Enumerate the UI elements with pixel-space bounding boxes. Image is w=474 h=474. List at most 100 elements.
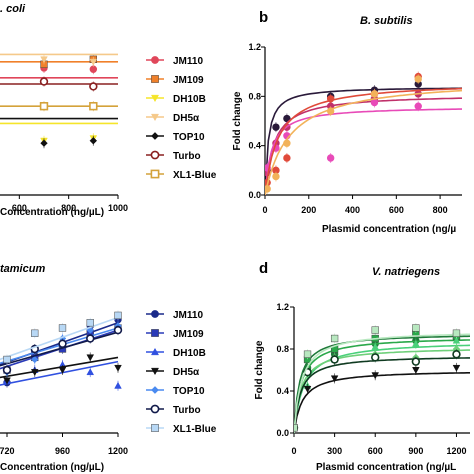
data-point: [411, 357, 421, 366]
x-tick-label: 600: [389, 205, 404, 215]
data-point: [40, 56, 48, 64]
data-point: [86, 354, 95, 362]
panel-b: 0 200 400 600 800 0.0 0.4 0.8 1.2 b B. subtilis Pla…: [232, 9, 463, 235]
data-point: [371, 353, 380, 362]
panel-title: B. subtilis: [360, 15, 413, 27]
legend-label: TOP10: [173, 132, 205, 143]
data-point: [452, 336, 461, 344]
panel-letter: d: [259, 260, 268, 277]
data-point: [89, 82, 98, 91]
legend-label: Turbo: [173, 151, 201, 162]
series-XL1-Blue: [0, 310, 122, 365]
x-axis-label: Concentration (ng/µL): [0, 462, 104, 473]
legend-marker: [151, 424, 159, 432]
legend-label: DH10B: [173, 348, 206, 359]
data-point: [31, 329, 39, 337]
data-point: [39, 102, 49, 111]
data-point: [58, 339, 67, 348]
data-point: [326, 95, 335, 103]
fit-curve: [265, 87, 463, 196]
legend-marker: [150, 169, 160, 179]
fit-curve: [265, 89, 463, 196]
data-point: [330, 355, 339, 364]
y-tick-label: 1.2: [276, 302, 289, 312]
legend-marker: [151, 310, 159, 318]
fit-curve: [294, 357, 470, 434]
fit-curve: [294, 333, 470, 434]
y-axis-label: Fold change: [232, 91, 243, 150]
x-axis-label: Plasmid concentration (ng/µ: [322, 224, 456, 235]
legend-label: JM109: [173, 75, 204, 86]
series-2: [265, 97, 462, 196]
x-tick-label: 600: [12, 203, 27, 213]
x-tick-label: 800: [61, 203, 76, 213]
x-tick-label: 1200: [108, 446, 128, 456]
data-point: [114, 364, 122, 372]
data-point: [412, 339, 420, 347]
data-point: [294, 424, 298, 432]
legend-marker: [151, 329, 159, 337]
x-tick-label: 800: [433, 205, 448, 215]
legend-label: DH5α: [173, 367, 200, 378]
legend-label: DH10B: [173, 94, 206, 105]
x-tick-label: 400: [345, 205, 360, 215]
y-tick-label: 0.4: [276, 386, 289, 396]
fit-line: [0, 356, 119, 379]
series-0: [294, 333, 471, 434]
data-point: [412, 324, 420, 332]
data-point: [452, 350, 461, 359]
data-point: [452, 329, 461, 337]
x-tick-label: 600: [368, 446, 383, 456]
legend-label: DH5α: [173, 113, 200, 124]
legend-marker: [150, 347, 160, 356]
plot-area: [0, 310, 123, 391]
legend-marker: [150, 94, 160, 103]
x-axis-label: Concentration (ng/µL): [0, 207, 104, 218]
series-Turbo: [0, 76, 118, 92]
data-point: [303, 350, 312, 358]
series-1: [294, 328, 470, 434]
fit-line: [0, 327, 119, 364]
x-tick-label: 0: [262, 205, 267, 215]
panel-a: 600 800 1000 . coli Concentration (ng/µL) JM1…: [0, 3, 217, 218]
data-point: [86, 368, 95, 376]
data-point: [89, 136, 98, 145]
panel-d: 0 300 600 900 1200 0.0 0.4 0.8 1.2 d V. natriegens…: [254, 260, 471, 473]
series-XL1-Blue: [0, 101, 118, 112]
data-point: [326, 154, 335, 162]
legend-label: JM109: [173, 329, 204, 340]
data-point: [2, 365, 12, 375]
data-point: [265, 185, 271, 193]
legend-label: TOP10: [173, 386, 205, 397]
series-DH10B: [0, 359, 122, 391]
data-point: [114, 311, 122, 320]
y-tick-label: 0.0: [248, 190, 261, 200]
x-tick-label: 960: [55, 446, 70, 456]
data-point: [3, 355, 11, 364]
data-point: [58, 324, 67, 332]
data-point: [326, 107, 335, 115]
series-JM109: [0, 54, 118, 70]
y-tick-label: 0.8: [276, 344, 289, 354]
data-point: [303, 385, 312, 393]
legend-label: Turbo: [173, 405, 201, 416]
x-axis-label: Plasmid concentration (ng/µL: [316, 462, 456, 473]
legend-label: XL1-Blue: [173, 170, 217, 181]
series-6: [294, 323, 470, 434]
x-tick-label: 200: [301, 205, 316, 215]
x-tick-label: 1200: [446, 446, 466, 456]
data-point: [40, 139, 48, 147]
x-tick-label: 720: [0, 446, 15, 456]
legend-label: JM110: [173, 56, 203, 67]
panel-title: V. natriegens: [372, 266, 440, 278]
data-point: [86, 334, 95, 343]
plot-area: [265, 71, 463, 196]
series-4: [265, 74, 463, 196]
legend-marker: [151, 386, 159, 394]
y-tick-label: 1.2: [248, 42, 261, 52]
legend-label: XL1-Blue: [173, 424, 217, 435]
legend: JM110 JM109 DH10B DH5α TOP10 Turbo XL1-Blue: [146, 310, 217, 435]
x-tick-label: 900: [408, 446, 423, 456]
series-DH5α: [0, 352, 122, 386]
y-axis-label: Fold change: [254, 340, 265, 399]
